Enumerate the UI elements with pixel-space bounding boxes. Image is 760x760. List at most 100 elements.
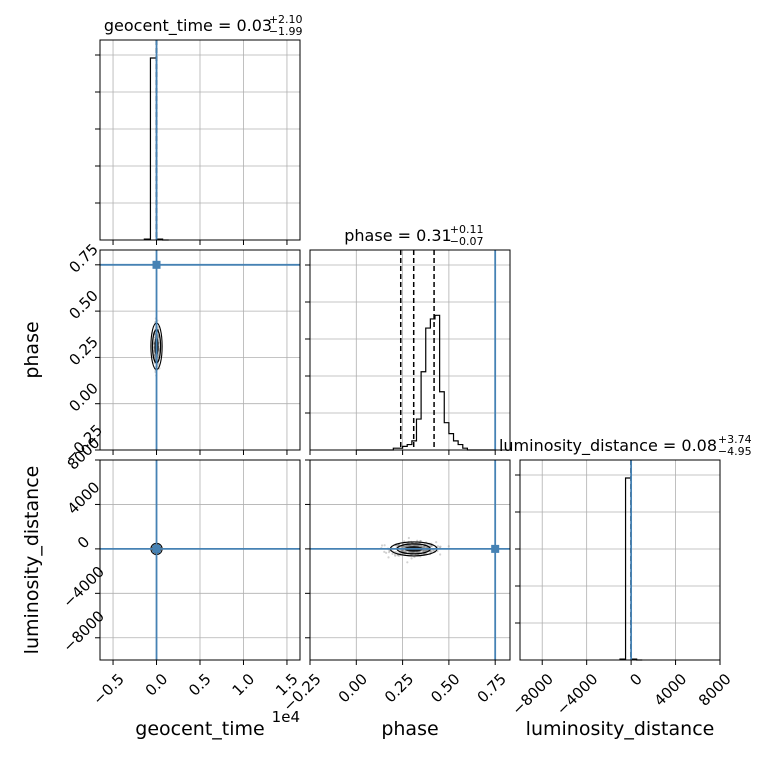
x-tick-label: 0.00: [335, 670, 371, 706]
sample-point: [387, 551, 391, 554]
sample-point: [409, 544, 412, 547]
x-tick-label: 0.75: [474, 670, 510, 706]
sample-point: [401, 549, 404, 553]
sample-point: [411, 551, 414, 554]
sample-point: [394, 554, 397, 557]
sample-point: [415, 551, 418, 554]
sample-point: [413, 544, 417, 547]
truth-marker: [491, 544, 500, 553]
sample-point: [391, 552, 394, 555]
sample-point: [397, 543, 400, 547]
sample-point: [153, 353, 156, 357]
panel-title-phase: phase = 0.31+0.11−0.07: [344, 223, 483, 248]
sample-point: [417, 544, 420, 547]
panel-title-lower-error: −0.07: [450, 235, 484, 248]
sample-point: [406, 561, 409, 564]
x-tick-label: 0.25: [381, 670, 417, 706]
sample-point: [153, 353, 157, 357]
sample-point: [404, 545, 407, 548]
sample-point: [415, 544, 419, 547]
panel-title-lower-error: −1.99: [269, 25, 303, 38]
panel-title-upper-error: +3.74: [718, 433, 752, 446]
sample-point: [402, 545, 405, 548]
sample-point: [410, 544, 414, 547]
sample-point: [398, 552, 402, 555]
sample-point: [432, 549, 436, 552]
panel-background: [310, 250, 510, 450]
sample-point: [418, 550, 421, 553]
panel-content: [100, 250, 300, 450]
sample-point: [447, 545, 450, 548]
y-tick-label: 0.50: [65, 287, 101, 323]
x-tick-label: 0: [626, 670, 645, 689]
panel-title-upper-error: +0.11: [450, 223, 484, 236]
sample-point: [419, 544, 422, 548]
sample-point: [157, 363, 160, 366]
sample-point: [429, 550, 432, 553]
sample-point: [406, 545, 409, 548]
panel-content: [310, 460, 510, 660]
panel-title-main: geocent_time = 0.03: [104, 16, 272, 36]
sample-point: [402, 545, 405, 549]
sample-point: [438, 546, 441, 549]
sample-point: [385, 551, 388, 554]
sample-point: [383, 544, 386, 547]
y-axis-label-phase: phase: [21, 321, 43, 378]
panel-title-lower-error: −4.95: [718, 445, 752, 458]
panel-title-geocent_time: geocent_time = 0.03+2.10−1.99: [104, 13, 303, 38]
sample-point: [407, 544, 410, 547]
2d-panel-luminosity_distance-vs-geocent_time: [95, 459, 301, 665]
x-tick-label: 0.50: [427, 670, 463, 706]
2d-panel-phase-vs-geocent_time: [95, 249, 301, 455]
sample-point: [422, 546, 425, 549]
sample-point: [417, 550, 420, 554]
sample-point: [153, 353, 156, 356]
x-tick-label: −4000: [553, 670, 602, 719]
sample-point: [409, 544, 413, 547]
sample-point: [421, 549, 424, 552]
sample-point: [403, 545, 407, 548]
truth-marker: [152, 260, 161, 269]
panel-title-main: luminosity_distance = 0.08: [499, 436, 717, 456]
sample-point: [435, 541, 438, 544]
sample-point: [401, 545, 404, 548]
histogram-panel-phase: [305, 249, 511, 455]
sample-point: [422, 549, 426, 553]
sample-point: [422, 546, 425, 549]
panel-background: [520, 460, 720, 660]
sample-point: [408, 551, 412, 554]
sample-point: [407, 544, 410, 547]
panel-border: [519, 459, 721, 661]
sample-point: [156, 335, 160, 338]
sample-point: [411, 551, 414, 554]
sample-point: [153, 354, 157, 357]
2d-panel-luminosity_distance-vs-phase: [305, 459, 511, 665]
sample-point: [401, 549, 404, 552]
sample-point: [412, 544, 415, 547]
sample-point: [402, 550, 405, 553]
panel-border: [309, 459, 511, 661]
x-tick-label: 4000: [651, 670, 691, 710]
y-tick-label: 0.75: [65, 240, 101, 276]
y-tick-label: 0.00: [65, 379, 101, 415]
y-tick-label: 4000: [64, 478, 104, 518]
x-tick-label: 0.5: [185, 670, 215, 700]
sample-point: [430, 544, 433, 548]
sample-point: [383, 550, 386, 553]
y-tick-label: 0: [74, 533, 93, 552]
truth-marker: [152, 544, 161, 553]
x-axis-label-geocent_time: geocent_time: [135, 718, 264, 740]
sample-point: [412, 544, 416, 547]
x-tick-label: 8000: [695, 670, 735, 710]
panel-title-main: phase = 0.31: [344, 226, 451, 245]
x-axis-label-phase: phase: [381, 718, 438, 740]
sample-point: [429, 550, 432, 554]
histogram-panel-luminosity_distance: [515, 459, 721, 665]
sample-point: [403, 545, 406, 548]
panel-border: [309, 249, 511, 451]
sample-point: [407, 551, 410, 554]
x-tick-label: 1.0: [229, 670, 259, 700]
sample-point: [411, 544, 414, 547]
sample-point: [423, 549, 426, 553]
